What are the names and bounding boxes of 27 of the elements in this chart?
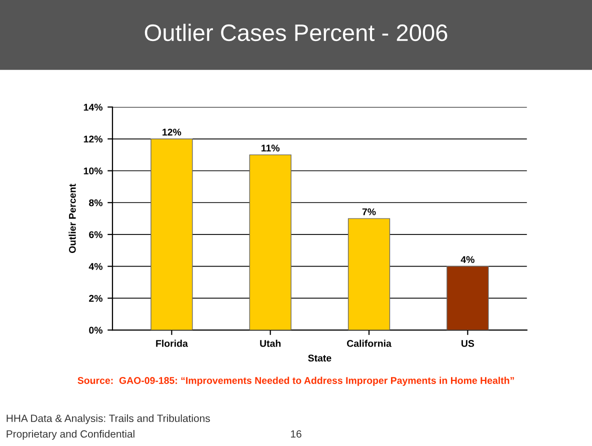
- bar: [348, 218, 390, 330]
- text: HHA Data & Analysis: Trails and Tribulations: [6, 414, 210, 424]
- data-label: 12%: [162, 128, 182, 136]
- y-tick-label: 4%: [88, 263, 102, 270]
- x-tick-label: California: [346, 340, 392, 347]
- y-tick-label: 0%: [89, 326, 102, 334]
- bar: [249, 154, 292, 330]
- data-label: 4%: [460, 256, 474, 263]
- text: 16: [291, 430, 302, 438]
- x-tick-label: US: [462, 340, 474, 347]
- bar: [150, 138, 193, 330]
- y-tick-label: 2%: [89, 294, 102, 302]
- chart-title: Outlier Cases Percent - 2006: [144, 24, 448, 42]
- text: Proprietary and Confidential: [6, 430, 134, 440]
- source-note: Source: GAO-09-185: “Improvements Needed to Address Improper Payments in Home Health”: [78, 376, 514, 386]
- data-label: 11%: [261, 144, 280, 152]
- data-label: 7%: [362, 208, 376, 216]
- y-tick-label: 8%: [89, 199, 102, 206]
- x-tick-label: Utah: [260, 340, 281, 347]
- y-tick-label: 6%: [89, 231, 102, 238]
- bar: [446, 266, 489, 330]
- x-tick-label: Florida: [156, 340, 188, 347]
- y-axis-title: Outlier Percent: [68, 184, 76, 253]
- y-tick-label: 12%: [84, 136, 102, 142]
- y-tick-label: 10%: [84, 167, 102, 174]
- x-axis-title: State: [308, 354, 332, 362]
- y-tick-label: 14%: [84, 104, 102, 111]
